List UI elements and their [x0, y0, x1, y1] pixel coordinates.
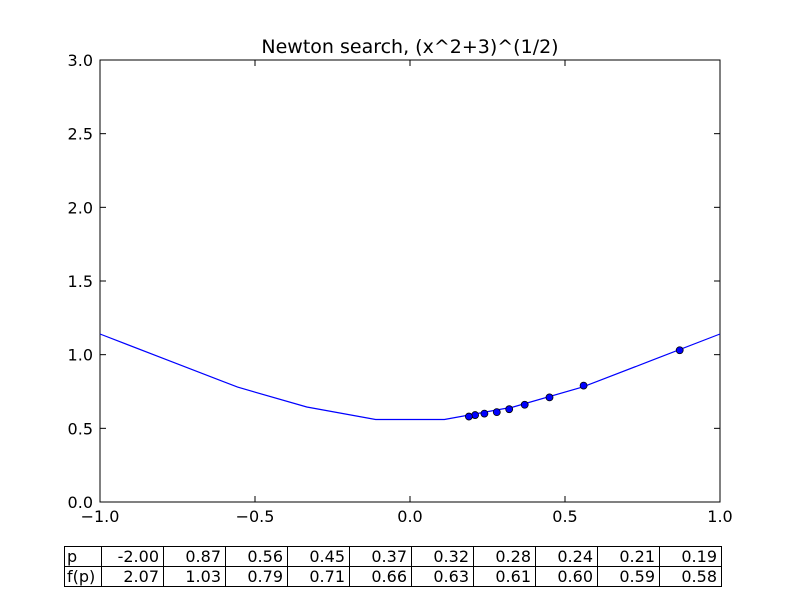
table-cell: 0.60 [535, 566, 598, 587]
iterate-point [505, 405, 514, 414]
x-tick-label: 0.5 [552, 507, 577, 526]
table-cell: 0.79 [225, 566, 288, 587]
iterate-point [579, 381, 588, 390]
iterate-point [675, 346, 684, 355]
table-cell: 2.07 [101, 566, 164, 587]
iteration-table: p -2.00 0.87 0.56 0.45 0.37 0.32 0.28 0.24 0.21 0.… [64, 546, 722, 587]
x-tick-label: 1.0 [707, 507, 732, 526]
y-tick-label: 0.5 [68, 419, 93, 438]
y-tick-label: 0.0 [68, 493, 93, 512]
iterate-point [464, 412, 473, 421]
iterate-point [545, 393, 554, 402]
table-cell: 1.03 [163, 566, 226, 587]
y-tick-label: 3.0 [68, 51, 93, 70]
table-cell: 0.28 [473, 546, 536, 567]
table-cell: 0.45 [287, 546, 350, 567]
x-tick-label: −1.0 [81, 507, 120, 526]
table-cell: 0.59 [597, 566, 660, 587]
chart-title: Newton search, (x^2+3)^(1/2) [261, 36, 558, 58]
plot-area: Newton search, (x^2+3)^(1/2) −1.0 −0.5 0.0… [68, 36, 733, 526]
curve [99, 333, 721, 421]
table-row: f(p) 2.07 1.03 0.79 0.71 0.66 0.63 0.61 0.60 0.59… [64, 566, 722, 587]
iterate-point [480, 409, 489, 418]
ticks: −1.0 −0.5 0.0 0.5 1.0 0.0 0.5 1.0 1.5 2.0 2.5 3.0 [68, 51, 733, 526]
table-row: p -2.00 0.87 0.56 0.45 0.37 0.32 0.28 0.24 0.21 0.… [64, 546, 722, 567]
axes-frame [99, 59, 721, 503]
y-tick-label: 1.0 [68, 346, 93, 365]
table-cell: 0.63 [411, 566, 474, 587]
table-cell: 0.37 [349, 546, 412, 567]
table-cell: 0.19 [659, 546, 722, 567]
iterate-point [492, 408, 501, 417]
table-cell: 0.58 [659, 566, 722, 587]
table-cell: 0.87 [163, 546, 226, 567]
table-cell: 0.24 [535, 546, 598, 567]
table-cell: 0.56 [225, 546, 288, 567]
table-cell: 0.61 [473, 566, 536, 587]
table-cell: 0.71 [287, 566, 350, 587]
newton-iterates [464, 346, 684, 421]
x-tick-label: 0.0 [397, 507, 422, 526]
x-tick-label: −0.5 [236, 507, 275, 526]
table-cell: 0.21 [597, 546, 660, 567]
table-cell: 0.32 [411, 546, 474, 567]
row-header: f(p) [64, 566, 102, 587]
table-cell: 0.66 [349, 566, 412, 587]
row-header: p [64, 546, 102, 567]
y-tick-label: 2.0 [68, 198, 93, 217]
iterate-point [520, 400, 529, 409]
function-line [99, 333, 721, 421]
table-cell: -2.00 [101, 546, 164, 567]
iteration-table-container: p -2.00 0.87 0.56 0.45 0.37 0.32 0.28 0.24 0.21 0.… [64, 546, 722, 587]
y-tick-label: 1.5 [68, 272, 93, 291]
y-tick-label: 2.5 [68, 125, 93, 144]
